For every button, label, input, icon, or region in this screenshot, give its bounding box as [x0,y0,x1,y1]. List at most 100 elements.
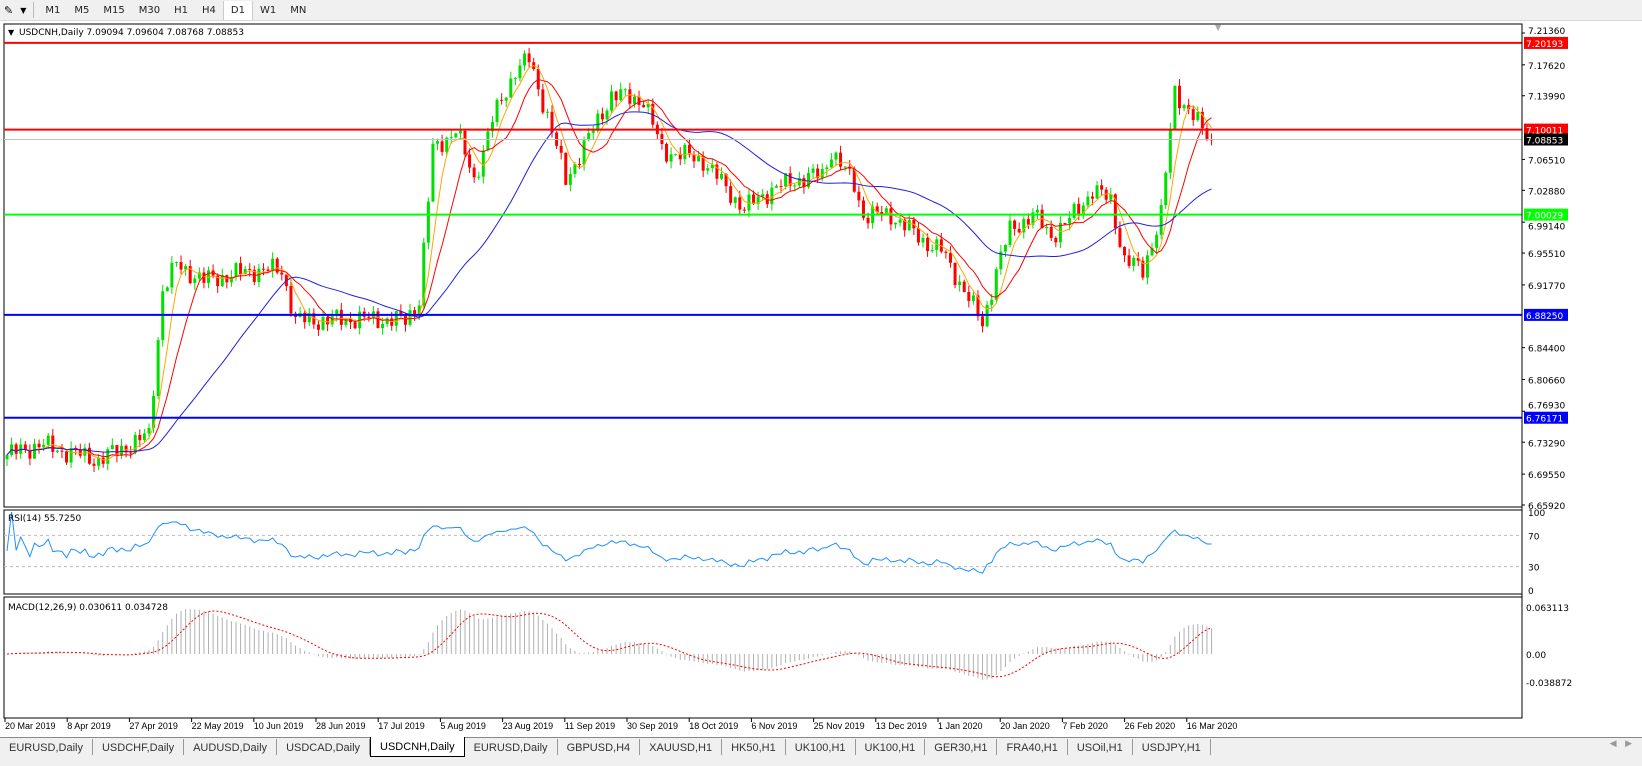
chart-tab[interactable]: AUDUSD,Daily [184,739,278,755]
price-tag [1524,133,1568,146]
chart-tab[interactable]: USDCNH,Daily [370,737,465,757]
bull-candle [165,287,169,292]
date-label: 28 Jun 2019 [316,721,366,731]
timeframe-m15[interactable]: M15 [103,4,125,16]
bull-candle [184,266,188,270]
bear-candle [23,444,27,450]
bear-candle [225,275,229,283]
timeframe-h4[interactable]: H4 [201,4,216,16]
bear-candle [1205,128,1209,140]
chart-tab[interactable]: GBPUSD,H4 [558,739,641,755]
bull-candle [1058,222,1062,243]
date-label: 27 Apr 2019 [129,721,178,731]
bull-candle [243,268,247,275]
bull-candle [1150,247,1154,256]
bear-candle [463,130,467,155]
price-tick-label: 6.95510 [1528,250,1565,260]
bull-candle [234,263,238,277]
bear-candle [564,152,568,185]
bear-candle [779,186,783,188]
bear-candle [715,164,719,179]
bear-candle [472,167,476,178]
bull-candle [1086,196,1090,206]
bull-candle [610,91,614,111]
date-label: 17 Jul 2019 [378,721,425,731]
bear-candle [252,269,256,283]
chart-tab[interactable]: USDJPY,H1 [1133,739,1211,755]
bear-candle [239,263,243,275]
bear-candle [1026,219,1030,225]
price-tick-label: 6.69550 [1528,471,1565,481]
timeframe-m5[interactable]: M5 [74,4,90,16]
chart-tab[interactable]: GER30,H1 [925,739,998,755]
bull-candle [573,163,577,174]
bull-candle [335,309,339,317]
price-tag-label: 7.20193 [1526,40,1563,50]
bear-candle [1123,246,1127,256]
date-label: 30 Sep 2019 [627,721,678,731]
price-tick-label: 7.13990 [1528,93,1565,103]
bear-candle [1100,185,1104,190]
bull-candle [5,454,9,460]
bull-candle [834,152,838,160]
bull-candle [307,313,311,323]
date-label: 13 Dec 2019 [876,721,927,731]
bear-candle [752,194,756,204]
chart-tab[interactable]: EURUSD,Daily [0,739,93,755]
bull-candle [321,317,325,330]
rsi-tick-label: 0 [1528,587,1534,597]
bear-candle [60,450,64,452]
bull-candle [697,156,701,162]
bull-candle [174,262,178,264]
chart-tab[interactable]: FRA40,H1 [997,739,1068,755]
chart-tab[interactable]: UK100,H1 [856,739,926,755]
bear-candle [500,99,504,101]
bear-candle [1104,189,1108,200]
bull-candle [422,242,426,306]
timeframe-d1[interactable]: D1 [222,0,253,20]
timeframe-h1[interactable]: H1 [174,4,188,16]
rsi-label: RSI(14) 55.7250 [8,514,81,524]
bear-candle [14,444,18,454]
bear-candle [289,286,293,314]
chart-tab[interactable]: USOil,H1 [1068,739,1133,755]
bear-candle [1017,228,1021,233]
chart-tab[interactable]: HK50,H1 [722,739,786,755]
main-panel [3,23,1523,508]
timeframe-m30[interactable]: M30 [138,4,161,16]
drawing-tools-icon[interactable]: ✎ [4,3,14,17]
collapse-arrow-icon[interactable]: ▼ [8,28,15,37]
bull-candle [825,167,829,170]
chart-tab[interactable]: XAUUSD,H1 [640,739,723,755]
chart-tab[interactable]: EURUSD,Daily [465,739,558,755]
price-tick-label: 6.76930 [1528,402,1565,412]
bull-candle [1081,205,1085,215]
bear-candle [788,173,792,186]
bull-candle [152,396,156,428]
status-bar [0,757,1642,766]
bear-candle [1141,260,1145,278]
chart-tab[interactable]: UK100,H1 [786,739,856,755]
tab-scroll-arrows[interactable]: ◀ ▶ [1609,739,1632,749]
bull-candle [761,194,765,197]
timeframe-m1[interactable]: M1 [45,4,61,16]
chart-shift-marker-icon: ▼ [1215,23,1222,32]
timeframe-w1[interactable]: W1 [259,4,277,16]
bull-candle [894,222,898,225]
bull-candle [623,89,627,91]
bull-candle [513,78,517,80]
bull-candle [1173,85,1177,130]
timeframe-mn[interactable]: MN [290,4,307,16]
price-tick-label: 7.17620 [1528,62,1565,72]
bull-candle [46,435,50,445]
dropdown-arrow-icon[interactable]: ▼ [20,5,27,15]
bear-candle [642,104,646,108]
bear-candle [875,206,879,212]
date-label: 16 Mar 2020 [1187,721,1238,731]
bear-candle [261,268,265,270]
chart-tab[interactable]: USDCHF,Daily [93,739,185,755]
bull-candle [120,445,123,456]
date-label: 11 Sep 2019 [565,721,615,731]
chart-tab[interactable]: USDCAD,Daily [277,739,371,755]
